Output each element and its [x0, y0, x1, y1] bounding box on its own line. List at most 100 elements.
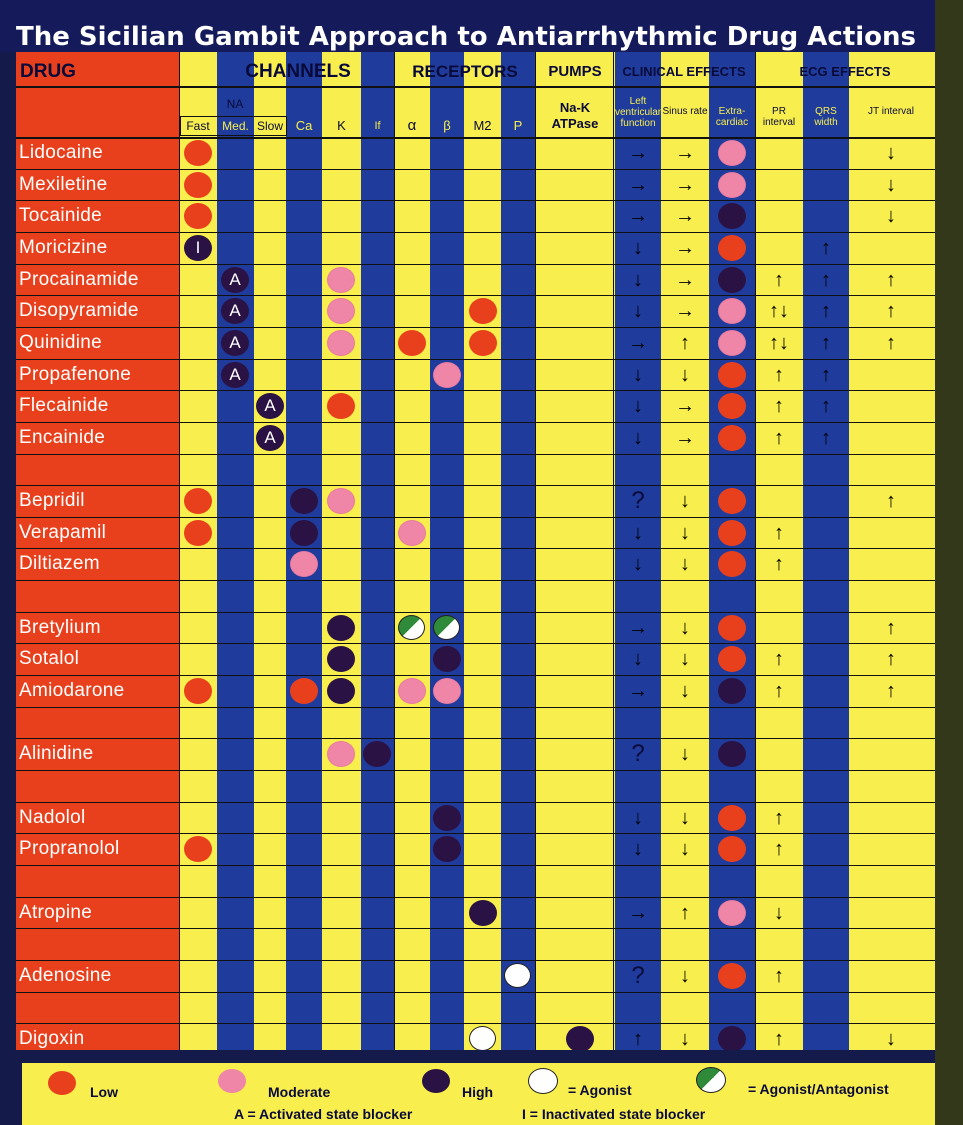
header-extracardiac: Extra-cardiac: [715, 106, 749, 128]
med-high-marker: A: [221, 266, 249, 293]
drug-name: Alinidine: [19, 743, 94, 765]
slow-high-marker: A: [256, 424, 284, 451]
row-rule: [16, 675, 935, 676]
row-rule: [16, 580, 935, 581]
jt-effect-arrow: ↑: [886, 300, 896, 323]
header-lv-function: Left ventricular function: [615, 96, 662, 129]
lv-effect-arrow: ?: [631, 961, 645, 989]
extra-high-marker: [718, 203, 746, 230]
k-high-marker: [327, 614, 355, 641]
pr-effect-arrow: ↑: [774, 426, 784, 449]
row-rule: [16, 548, 935, 549]
qrs-effect-arrow: ↑: [821, 300, 831, 323]
pr-effect-arrow: ↑: [774, 680, 784, 703]
row-rule: [16, 200, 935, 201]
nak-high-marker: [566, 1026, 594, 1050]
header-ecg-effects: ECG EFFECTS: [799, 64, 891, 79]
pr-effect-arrow: ↓: [774, 901, 784, 924]
lv-effect-arrow: ↓: [633, 395, 643, 418]
qrs-effect-arrow: ↑: [821, 331, 831, 354]
row-rule: [16, 169, 935, 170]
lv-effect-arrow: ↓: [633, 363, 643, 386]
lv-effect-arrow: ?: [631, 740, 645, 768]
header-slow: Slow: [256, 119, 283, 133]
jt-effect-arrow: ↑: [886, 331, 896, 354]
drug-name: Digoxin: [19, 1028, 85, 1050]
ca-high-marker: [290, 519, 318, 546]
sinus-effect-arrow: ↓: [680, 490, 690, 513]
row-rule: [16, 454, 935, 455]
header-nak-atpase: Na-K ATPase: [551, 100, 599, 131]
legend-high-swatch: [422, 1069, 450, 1093]
legend-agonist-antagonist-swatch: [696, 1067, 726, 1093]
sinus-effect-arrow: →: [675, 142, 695, 164]
sinus-effect-arrow: ↓: [680, 521, 690, 544]
m2-high-marker: [469, 899, 497, 926]
drug-name: Bepridil: [19, 490, 85, 512]
extra-low-marker: [718, 804, 746, 831]
header-receptors: RECEPTORS: [412, 62, 518, 81]
row-rule: [16, 264, 935, 265]
extra-low-marker: [718, 614, 746, 641]
lv-effect-arrow: →: [628, 901, 648, 924]
extra-moderate-marker: [718, 140, 746, 166]
header-if: If: [374, 120, 381, 132]
qrs-effect-arrow: ↑: [821, 426, 831, 449]
sinus-effect-arrow: →: [675, 395, 695, 418]
pr-effect-arrow: ↑: [774, 395, 784, 418]
drug-name: Quinidine: [19, 331, 102, 353]
legend-inactivated-blocker: I = Inactivated state blocker: [522, 1106, 706, 1122]
header-clinical-effects: CLINICAL EFFECTS: [622, 64, 746, 79]
extra-low-marker: [718, 424, 746, 451]
lv-effect-arrow: ↓: [633, 426, 643, 449]
extra-high-marker: [718, 678, 746, 705]
jt-effect-arrow: ↑: [886, 490, 896, 513]
header-qrs-width: QRS width: [814, 106, 838, 128]
sinus-effect-arrow: ↓: [680, 616, 690, 639]
sinus-effect-arrow: ↓: [680, 1028, 690, 1050]
beta-agonist-antagonist-marker: [433, 614, 460, 640]
med-column-bg: [217, 52, 254, 1050]
sinus-effect-arrow: →: [675, 205, 695, 228]
group-divider: [179, 52, 180, 1050]
header-sinus-rate: Sinus rate: [662, 106, 708, 117]
k-moderate-marker: [327, 298, 355, 325]
jt-effect-arrow: ↑: [886, 680, 896, 703]
sinus-effect-arrow: ↓: [680, 553, 690, 576]
row-rule: [16, 960, 935, 961]
row-rule: [16, 517, 935, 518]
row-rule: [16, 485, 935, 486]
pr-effect-arrow: ↑: [774, 521, 784, 544]
beta-moderate-marker: [433, 361, 461, 388]
drug-name: Lidocaine: [19, 142, 104, 163]
drug-name: Verapamil: [19, 521, 107, 543]
lv-effect-arrow: ↓: [633, 236, 643, 259]
jt-effect-arrow: ↓: [886, 205, 896, 228]
sinus-effect-arrow: ↓: [680, 838, 690, 861]
chart-title: The Sicilian Gambit Approach to Antiarrh…: [0, 0, 935, 52]
header-channels: CHANNELS: [245, 61, 351, 82]
sinus-effect-arrow: →: [675, 173, 695, 196]
beta-high-marker: [433, 646, 461, 673]
row-rule: [16, 295, 935, 296]
lv-effect-arrow: ↑: [633, 1028, 643, 1050]
header-fast: Fast: [186, 119, 210, 133]
header-ca: Ca: [295, 118, 313, 133]
extra-low-marker: [718, 393, 746, 420]
pr-effect-arrow: ↑: [774, 363, 784, 386]
extra-low-marker: [718, 488, 746, 515]
ca-high-marker: [290, 488, 318, 515]
qrs-column-bg: [803, 52, 849, 1050]
row-rule: [16, 232, 935, 233]
row-rule: [16, 612, 935, 613]
qrs-effect-arrow: ↑: [821, 268, 831, 291]
jt-effect-arrow: ↓: [886, 142, 896, 164]
page-edge: [935, 0, 963, 1125]
extra-moderate-marker: [718, 899, 746, 926]
lv-column-bg: [615, 52, 661, 1050]
header-pr-interval: PR interval: [762, 106, 796, 128]
sinus-effect-arrow: ↓: [680, 648, 690, 671]
extra-moderate-marker: [718, 298, 746, 325]
row-rule: [16, 738, 935, 739]
extra-low-marker: [718, 962, 746, 989]
